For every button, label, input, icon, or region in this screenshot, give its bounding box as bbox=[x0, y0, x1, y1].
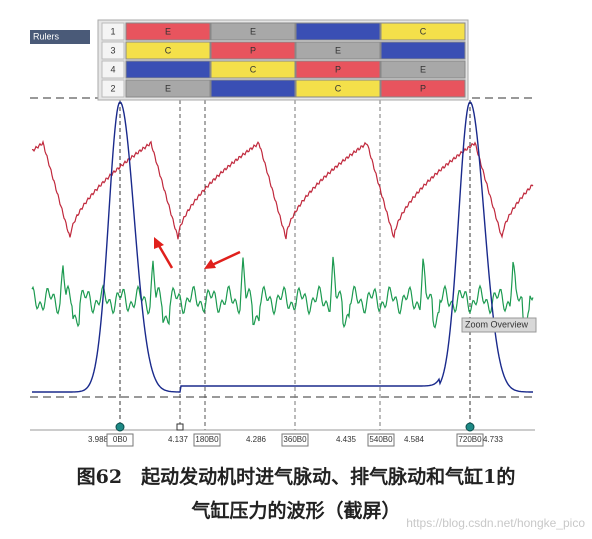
ruler-marker[interactable] bbox=[115, 422, 125, 432]
arrow bbox=[156, 243, 174, 269]
ruler-cell bbox=[210, 22, 296, 41]
caption-line: 图62 起动发动机时进气脉动、排气脉动和气缸1的 bbox=[77, 465, 516, 488]
x-label-box bbox=[456, 433, 484, 447]
arrow bbox=[211, 250, 241, 267]
arrow-head bbox=[154, 237, 164, 249]
exhaust-wave bbox=[31, 256, 534, 329]
row-number-cell bbox=[101, 79, 125, 98]
ruler-cell-label: E bbox=[165, 26, 171, 36]
zoom-label[interactable]: Zoom Overview bbox=[465, 319, 529, 329]
x-label-box bbox=[106, 433, 134, 447]
x-label-box bbox=[281, 433, 309, 447]
ruler-cell-label: E bbox=[335, 45, 341, 55]
ruler-cell bbox=[210, 60, 296, 79]
row-number-cell bbox=[101, 41, 125, 60]
ruler-cell-label: E bbox=[420, 64, 426, 74]
ruler-cell-label: C bbox=[250, 64, 257, 74]
ruler-marker[interactable] bbox=[176, 423, 184, 431]
ruler-cell bbox=[210, 79, 296, 98]
rulers-panel: Rulers 1 E E C3 C P E4 C P E2 E C P bbox=[30, 19, 469, 101]
x-label: 4.733 bbox=[483, 435, 504, 444]
ruler-cell bbox=[295, 60, 381, 79]
ruler-cell bbox=[295, 41, 381, 60]
x-label: 4.584 bbox=[404, 435, 425, 444]
ruler-cell-label: C bbox=[335, 83, 342, 93]
ruler-cell-label: C bbox=[420, 26, 427, 36]
ruler-cell-label: E bbox=[165, 83, 171, 93]
ruler-cell-label: E bbox=[250, 26, 256, 36]
ruler-cell-label: C bbox=[165, 45, 172, 55]
arrow-head bbox=[204, 259, 216, 269]
row-number-cell bbox=[101, 22, 125, 41]
x-label: 4.435 bbox=[336, 435, 357, 444]
row-number: 2 bbox=[110, 83, 115, 93]
ruler-cell bbox=[125, 41, 211, 60]
row-number: 1 bbox=[110, 26, 115, 36]
pressure-wave bbox=[32, 101, 533, 393]
ruler-marker[interactable] bbox=[465, 422, 475, 432]
row-number: 4 bbox=[110, 64, 115, 74]
intake-wave bbox=[31, 139, 534, 240]
ruler-cell bbox=[125, 60, 211, 79]
row-number-cell bbox=[101, 60, 125, 79]
watermark: https://blog.csdn.net/hongke_pico bbox=[406, 516, 585, 530]
waveforms bbox=[31, 101, 534, 393]
ruler-cell bbox=[380, 79, 466, 98]
ruler-cell-label: P bbox=[335, 64, 341, 74]
x-label: 720B0 bbox=[458, 435, 482, 444]
x-label: 3.988 bbox=[88, 435, 109, 444]
ruler-cell-label: P bbox=[420, 83, 426, 93]
x-label: 180B0 bbox=[195, 435, 219, 444]
x-axis: 3.988 0B0 4.137 180B0 4.286 360B0 4.435 540B0 4.… bbox=[30, 422, 535, 447]
caption-line: 气缸压力的波形（截屏） bbox=[190, 499, 400, 522]
ruler-cell bbox=[380, 41, 466, 60]
zoom-box[interactable] bbox=[461, 317, 537, 333]
x-label-box bbox=[367, 433, 395, 447]
ruler-cell bbox=[380, 22, 466, 41]
x-label: 540B0 bbox=[369, 435, 393, 444]
ruler-cell bbox=[125, 22, 211, 41]
x-label: 4.286 bbox=[246, 435, 267, 444]
ruler-cell bbox=[295, 22, 381, 41]
x-label-box bbox=[193, 433, 221, 447]
panel-header bbox=[30, 30, 90, 44]
x-label: 0B0 bbox=[113, 435, 128, 444]
ruler-cell bbox=[295, 79, 381, 98]
x-label: 360B0 bbox=[283, 435, 307, 444]
ruler-cell bbox=[210, 41, 296, 60]
panel-title: Rulers bbox=[33, 31, 60, 41]
x-label: 4.137 bbox=[168, 435, 189, 444]
ruler-cell bbox=[125, 79, 211, 98]
row-number: 3 bbox=[110, 45, 115, 55]
ruler-cell-label: P bbox=[250, 45, 256, 55]
ruler-cell bbox=[380, 60, 466, 79]
